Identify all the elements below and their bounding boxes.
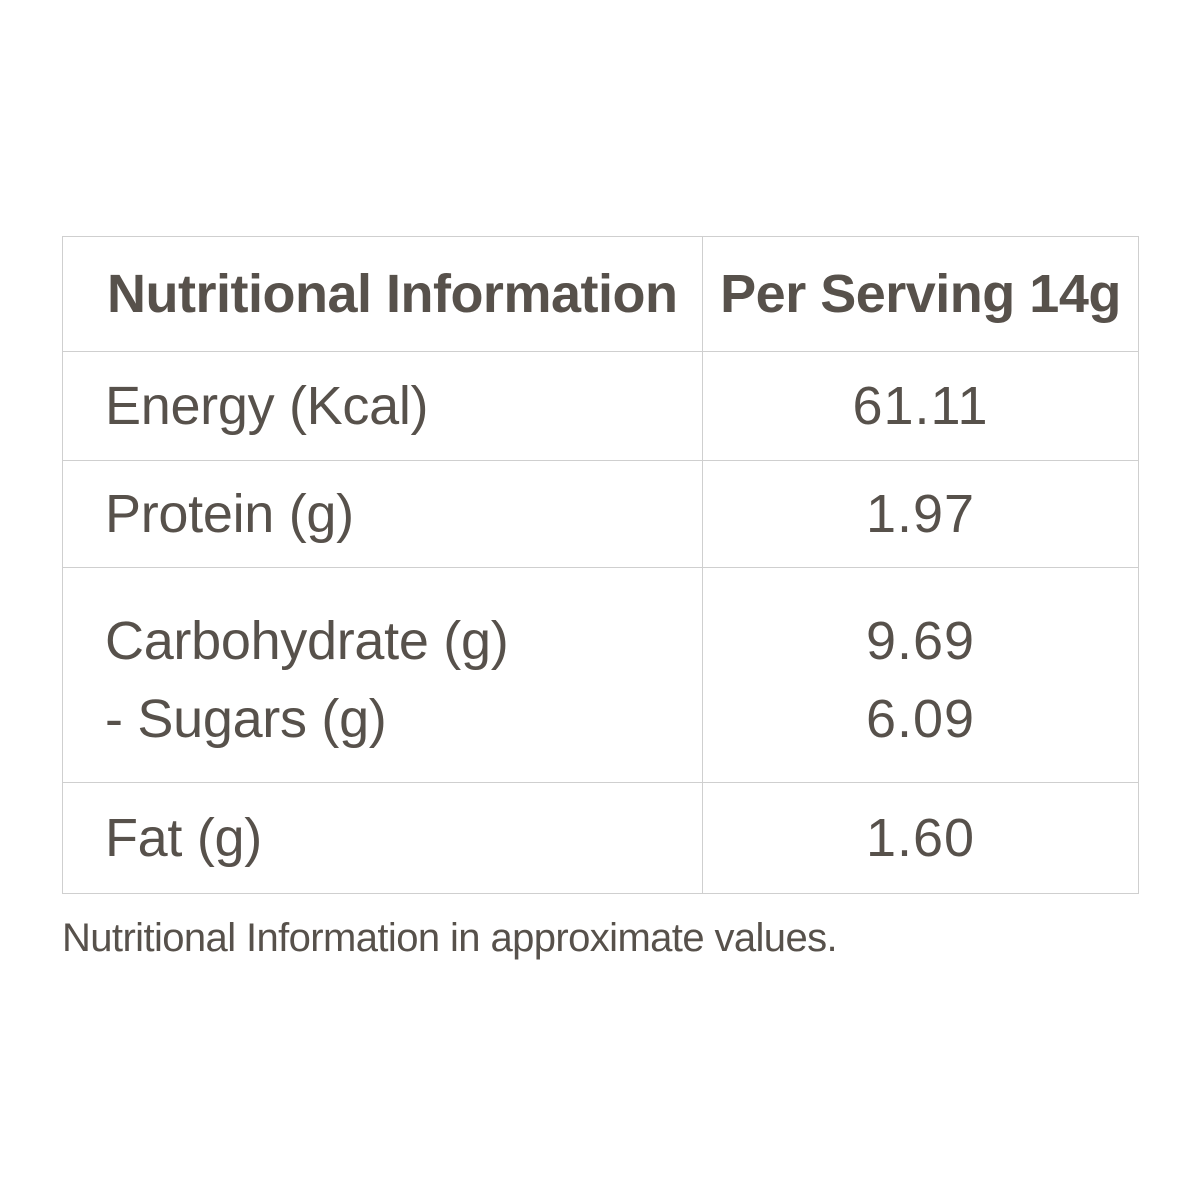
sugars-label: - Sugars (g) — [105, 689, 387, 749]
table-header-row: Nutritional Information Per Serving 14g — [62, 236, 1139, 352]
fat-value: 1.60 — [702, 782, 1139, 894]
fat-label: Fat (g) — [62, 782, 703, 894]
footnote: Nutritional Information in approximate v… — [62, 916, 838, 960]
nutrition-table: Nutritional Information Per Serving 14g … — [62, 236, 1139, 894]
energy-label: Energy (Kcal) — [62, 351, 703, 461]
table-row: Fat (g) 1.60 — [62, 782, 1139, 894]
carbohydrate-label: Carbohydrate (g) — [105, 611, 509, 671]
carbohydrate-value-cell: 9.69 6.09 — [702, 567, 1139, 783]
protein-value: 1.97 — [702, 460, 1139, 568]
table-row: Carbohydrate (g) - Sugars (g) 9.69 6.09 — [62, 567, 1139, 783]
energy-value: 61.11 — [702, 351, 1139, 461]
sugars-value: 6.09 — [865, 689, 976, 749]
header-value: Per Serving 14g — [702, 236, 1139, 352]
carbohydrate-label-cell: Carbohydrate (g) - Sugars (g) — [62, 567, 703, 783]
table-row: Protein (g) 1.97 — [62, 460, 1139, 568]
header-label: Nutritional Information — [62, 236, 703, 352]
table-row: Energy (Kcal) 61.11 — [62, 351, 1139, 461]
protein-label: Protein (g) — [62, 460, 703, 568]
carbohydrate-value: 9.69 — [865, 611, 976, 671]
